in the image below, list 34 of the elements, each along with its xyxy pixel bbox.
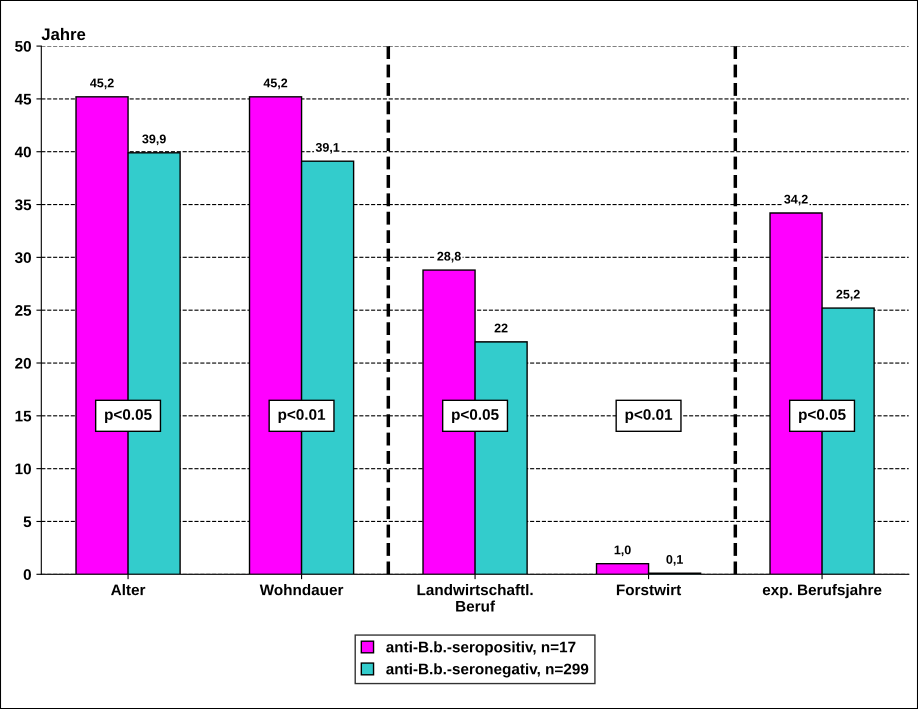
data-label: 39,1 <box>316 142 340 154</box>
x-tick-label: Alter <box>111 584 146 596</box>
data-label: 22 <box>494 324 508 332</box>
legend-label: anti-B.b.-seropositiv, n=17 <box>386 641 576 656</box>
annotation: p<0.01 <box>626 409 672 423</box>
data-label: 34,2 <box>784 194 808 206</box>
x-tick-label: Wohndauer <box>260 584 344 596</box>
data-label: 1,0 <box>614 545 631 556</box>
annotation: p<0.05 <box>452 409 499 423</box>
data-label: 45,2 <box>264 78 288 90</box>
y-tick-label: 0 <box>24 569 31 580</box>
x-tick-label: Landwirtschaftl. Beruf <box>418 584 533 612</box>
y-tick-label: 5 <box>24 516 32 528</box>
y-tick-label: 25 <box>15 305 32 316</box>
y-tick-label: 35 <box>14 199 32 210</box>
data-label: 28,8 <box>437 252 461 262</box>
y-tick-label: 40 <box>14 146 31 158</box>
y-tick-label: 15 <box>16 410 32 422</box>
y-axis-title: Jahre <box>42 28 86 40</box>
legend-label: anti-B.b.-seronegativ, n=299 <box>386 663 588 678</box>
y-tick-label: 30 <box>14 252 31 264</box>
data-label: 39,9 <box>142 134 166 146</box>
annotation: p<0.05 <box>105 409 152 423</box>
x-tick-label: exp. Berufsjahre <box>762 584 882 598</box>
x-tick-label: Forstwirt <box>616 584 682 596</box>
y-tick-label: 10 <box>16 464 31 474</box>
y-tick-label: 20 <box>15 358 31 369</box>
data-label: 45,2 <box>90 78 114 90</box>
data-label: 0,1 <box>666 554 683 566</box>
annotation: p<0.01 <box>278 409 326 423</box>
y-tick-label: 50 <box>15 40 31 52</box>
annotation: p<0.05 <box>799 409 846 423</box>
data-label: 25,2 <box>836 290 860 300</box>
y-tick-label: 45 <box>14 94 32 105</box>
